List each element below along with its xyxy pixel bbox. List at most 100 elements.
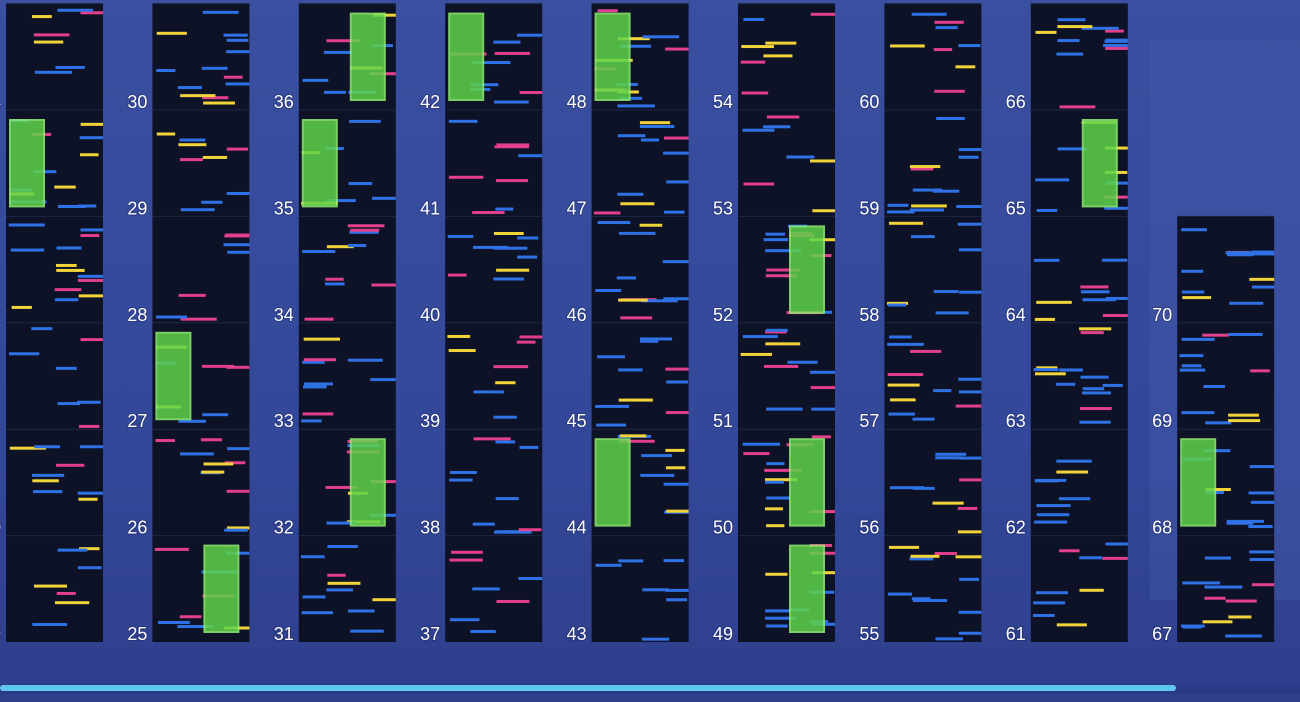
tap-note — [327, 581, 361, 585]
tap-note — [618, 368, 643, 372]
hold-note — [448, 12, 485, 102]
tap-note — [641, 637, 670, 641]
tap-note — [665, 466, 686, 470]
tap-note — [1225, 599, 1257, 603]
tap-note — [157, 620, 190, 624]
tap-note — [1181, 411, 1215, 415]
tap-note — [909, 557, 934, 561]
tap-note — [347, 244, 367, 248]
tap-note — [743, 17, 765, 21]
tap-note — [517, 255, 538, 259]
tap-note — [1203, 384, 1226, 388]
measure-number: 27 — [127, 411, 147, 431]
measure-number: 22 — [0, 305, 1, 325]
tap-note — [639, 121, 671, 125]
tap-note — [1057, 18, 1086, 22]
hold-note — [349, 438, 386, 527]
measure-number: 63 — [1006, 411, 1026, 431]
tap-note — [765, 249, 802, 253]
tap-note — [1226, 521, 1254, 525]
tap-note — [1181, 364, 1202, 368]
tap-note — [887, 592, 913, 596]
tap-note — [493, 277, 524, 281]
tap-note — [618, 559, 644, 563]
tap-note — [1228, 419, 1261, 423]
tap-note — [1082, 298, 1116, 302]
tap-note — [327, 544, 358, 548]
tap-note — [302, 412, 334, 416]
tap-note — [79, 136, 103, 140]
tap-note — [31, 15, 52, 19]
tap-note — [493, 415, 517, 419]
tap-note — [1179, 368, 1206, 372]
tap-note — [666, 180, 689, 184]
tap-note — [641, 299, 678, 303]
tap-note — [1249, 465, 1275, 469]
tap-note — [156, 315, 187, 319]
tap-note — [617, 134, 646, 138]
tap-note — [619, 434, 647, 438]
tap-note — [617, 192, 644, 196]
tap-note — [224, 528, 248, 532]
tap-note — [1059, 368, 1083, 372]
tap-note — [326, 245, 354, 249]
tap-note — [933, 389, 952, 393]
tap-note — [955, 555, 982, 559]
tap-note — [935, 452, 967, 456]
tap-note — [9, 446, 46, 450]
tap-note — [10, 248, 45, 252]
tap-note — [740, 60, 766, 64]
tap-note — [202, 155, 228, 159]
tap-note — [156, 132, 176, 136]
tap-note — [663, 482, 689, 486]
tap-note — [1181, 337, 1215, 341]
tap-note — [743, 182, 775, 186]
measure-number: 66 — [1006, 92, 1026, 112]
tap-note — [617, 37, 650, 41]
tap-note — [959, 478, 982, 482]
tap-note — [1105, 38, 1128, 42]
tap-note — [959, 577, 980, 581]
tap-note — [225, 233, 250, 237]
tap-note — [766, 268, 800, 272]
measure-number: 28 — [127, 305, 147, 325]
tap-note — [1036, 300, 1072, 304]
measure-number: 60 — [859, 92, 879, 112]
tap-note — [1036, 366, 1058, 370]
tap-note — [1203, 449, 1231, 453]
tap-note — [496, 143, 530, 147]
tap-note — [79, 547, 100, 551]
tap-note — [227, 447, 250, 451]
tap-note — [765, 274, 797, 278]
tap-note — [1251, 252, 1275, 256]
tap-note — [201, 470, 225, 474]
tap-note — [179, 158, 203, 162]
tap-note — [516, 33, 543, 37]
measure-number: 47 — [567, 198, 587, 218]
tap-note — [350, 228, 380, 232]
tap-note — [518, 154, 543, 158]
tap-note — [1057, 25, 1093, 29]
measure-number: 37 — [420, 624, 440, 644]
tap-note — [77, 400, 101, 404]
tap-note — [494, 51, 530, 55]
tap-note — [1104, 206, 1128, 210]
measure-number: 35 — [274, 198, 294, 218]
tap-note — [54, 185, 76, 189]
tap-note — [177, 625, 214, 629]
measure-number: 44 — [567, 518, 587, 538]
tap-note — [1249, 557, 1275, 561]
tap-note — [957, 530, 982, 534]
tap-note — [448, 175, 484, 179]
measure-number: 69 — [1152, 411, 1172, 431]
tap-note — [202, 413, 229, 417]
tap-note — [223, 243, 250, 247]
tap-note — [473, 390, 504, 394]
tap-note — [470, 629, 496, 633]
tap-note — [909, 165, 941, 169]
tap-note — [451, 550, 483, 554]
tap-note — [595, 563, 622, 567]
tap-note — [665, 588, 689, 592]
